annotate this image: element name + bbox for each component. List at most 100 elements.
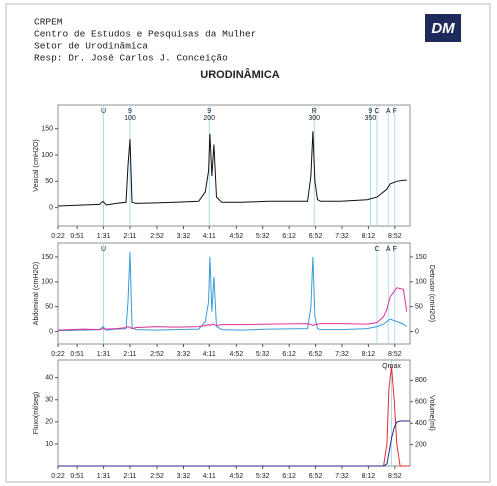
y2-tick-label: 600 xyxy=(415,399,427,406)
y2-axis-label: Volume(ml) xyxy=(428,395,435,430)
x-tick-label: 6:52 xyxy=(309,351,323,358)
x-tick-label: 8:12 xyxy=(362,351,376,358)
report-title: URODINÂMICA xyxy=(200,68,279,81)
x-tick-label: 2:11 xyxy=(123,233,136,240)
event-sublabel: 300 xyxy=(308,115,320,122)
event-label: A xyxy=(386,108,391,115)
x-tick-label: 2:52 xyxy=(150,233,164,240)
header-line: Setor de Urodinâmica xyxy=(34,41,148,52)
y-tick-label: 30 xyxy=(45,397,53,404)
x-tick-label: 2:11 xyxy=(123,473,136,480)
y-tick-label: 0 xyxy=(49,328,53,335)
x-tick-label: 4:52 xyxy=(229,233,243,240)
x-tick-label: 2:11 xyxy=(123,351,136,358)
x-tick-label: 8:12 xyxy=(362,473,376,480)
x-tick-label: 4:52 xyxy=(229,351,243,358)
y2-tick-label: 800 xyxy=(415,377,427,384)
x-tick-label: 5:32 xyxy=(256,351,270,358)
x-tick-label: 0:51 xyxy=(70,473,84,480)
header-line: Resp: Dr. José Carlos J. Conceição xyxy=(34,53,228,64)
x-tick-label: 5:32 xyxy=(256,473,270,480)
event-label: 9 xyxy=(368,108,372,115)
y-tick-label: 40 xyxy=(45,375,53,382)
x-tick-label: 5:32 xyxy=(256,233,270,240)
y-tick-label: 50 xyxy=(45,304,53,311)
event-sublabel: 200 xyxy=(203,115,215,122)
x-tick-label: 4:11 xyxy=(203,351,216,358)
x-tick-label: 4:11 xyxy=(203,473,216,480)
x-tick-label: 1:31 xyxy=(97,473,111,480)
x-tick-label: 4:52 xyxy=(229,473,243,480)
event-label: C xyxy=(374,246,379,253)
x-tick-label: 0:51 xyxy=(70,233,84,240)
y-axis-label: Abdominal (cmH2O) xyxy=(33,262,40,325)
x-tick-label: 6:12 xyxy=(282,473,296,480)
x-tick-label: 0:22 xyxy=(51,473,65,480)
logo: DM xyxy=(431,20,455,37)
event-label: C xyxy=(374,108,379,115)
y2-tick-label: 0 xyxy=(415,328,419,335)
x-tick-label: 3:32 xyxy=(177,233,191,240)
x-tick-label: 1:31 xyxy=(97,351,111,358)
event-label: U xyxy=(101,246,106,253)
y2-tick-label: 150 xyxy=(415,254,427,261)
event-sublabel: 350 xyxy=(365,115,377,122)
event-label: A xyxy=(386,246,391,253)
y-axis-label: Fluxo(ml/seg) xyxy=(33,392,40,434)
x-tick-label: 0:22 xyxy=(51,233,65,240)
y-tick-label: 50 xyxy=(45,178,53,185)
y2-tick-label: 50 xyxy=(415,304,423,311)
plot-frame xyxy=(57,242,411,345)
y-tick-label: 0 xyxy=(49,204,53,211)
y-tick-label: 100 xyxy=(41,279,53,286)
x-tick-label: 6:12 xyxy=(282,351,296,358)
event-label: F xyxy=(393,108,397,115)
x-tick-label: 1:31 xyxy=(97,233,111,240)
x-tick-label: 0:22 xyxy=(51,351,65,358)
header-line: Centro de Estudos e Pesquisas da Mulher xyxy=(34,29,256,40)
y-tick-label: 100 xyxy=(41,152,53,159)
series-line xyxy=(57,251,408,332)
y-tick-label: 10 xyxy=(45,441,53,448)
event-label: 9 xyxy=(207,108,211,115)
x-tick-label: 6:12 xyxy=(282,233,296,240)
x-tick-label: 4:11 xyxy=(203,233,216,240)
x-tick-label: 8:52 xyxy=(388,351,402,358)
plot-frame xyxy=(57,359,411,467)
series-line xyxy=(58,366,410,467)
x-tick-label: 3:32 xyxy=(177,351,191,358)
x-tick-label: 8:52 xyxy=(388,473,402,480)
series-line xyxy=(57,287,408,331)
x-tick-label: 8:12 xyxy=(362,233,376,240)
x-tick-label: 2:52 xyxy=(150,351,164,358)
x-tick-label: 0:51 xyxy=(70,351,84,358)
x-tick-label: 2:52 xyxy=(150,473,164,480)
y-axis-label: Vesical (cmH2O) xyxy=(33,139,40,192)
x-tick-label: 7:32 xyxy=(335,233,349,240)
y-tick-label: 150 xyxy=(41,126,53,133)
x-tick-label: 3:32 xyxy=(177,473,191,480)
event-label: R xyxy=(312,108,317,115)
event-label: F xyxy=(393,246,397,253)
event-label: U xyxy=(101,108,106,115)
logo-box xyxy=(425,14,461,42)
x-tick-label: 8:52 xyxy=(388,233,402,240)
series-line xyxy=(57,131,407,207)
y-tick-label: 20 xyxy=(45,419,53,426)
event-sublabel: 100 xyxy=(124,115,136,122)
event-label: Qmax xyxy=(382,363,401,370)
y2-tick-label: 100 xyxy=(415,279,427,286)
x-tick-label: 7:32 xyxy=(335,473,349,480)
series-line xyxy=(58,420,410,467)
x-tick-label: 6:52 xyxy=(309,233,323,240)
x-tick-label: 6:52 xyxy=(309,473,323,480)
y2-tick-label: 400 xyxy=(415,420,427,427)
page-border xyxy=(5,3,491,483)
y2-axis-label: Detrusor (cmH2O) xyxy=(428,265,435,322)
x-tick-label: 7:32 xyxy=(335,351,349,358)
y-tick-label: 150 xyxy=(41,254,53,261)
event-label: 9 xyxy=(128,108,132,115)
y2-tick-label: 200 xyxy=(415,441,427,448)
header-line: CRPEM xyxy=(34,17,63,28)
